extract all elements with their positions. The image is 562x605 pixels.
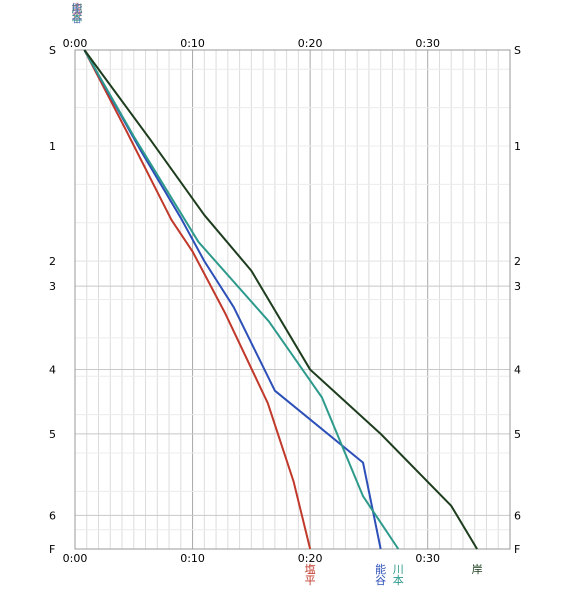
station-label-right: F	[514, 543, 520, 556]
station-label-left: 5	[49, 428, 56, 441]
series-label-char: 塩	[305, 562, 316, 576]
series-line	[83, 49, 400, 550]
series-label-char: 岸	[472, 563, 483, 576]
station-label-left: F	[49, 543, 55, 556]
plot-frame	[74, 49, 511, 550]
series-layer	[83, 49, 478, 550]
station-label-right: 5	[514, 428, 521, 441]
station-label-left: 4	[49, 364, 56, 377]
station-label-right: 1	[514, 140, 521, 153]
top-label-char: 能	[72, 1, 83, 15]
top-label-char: 谷	[72, 12, 83, 25]
series-line	[83, 49, 478, 550]
x-tick-label-top: 0:20	[298, 37, 323, 50]
top-label-char: 塩	[72, 1, 83, 15]
series-line	[83, 49, 312, 550]
station-label-right: 2	[514, 255, 521, 268]
station-label-right: 3	[514, 280, 521, 293]
series-label-char: 川	[393, 563, 404, 576]
station-label-left: 6	[49, 509, 56, 522]
top-label-char: 本	[72, 11, 83, 25]
series-label-char: 平	[305, 574, 316, 587]
top-label-char: 川	[72, 2, 83, 15]
x-tick-label-bottom: 0:10	[180, 552, 205, 565]
station-label-right: 6	[514, 509, 521, 522]
station-label-left: 3	[49, 280, 56, 293]
x-tick-label-top: 0:10	[180, 37, 205, 50]
x-tick-label-bottom: 0:00	[63, 552, 88, 565]
station-label-left: S	[49, 44, 56, 57]
station-label-left: 1	[49, 140, 56, 153]
series-label-char: 谷	[375, 574, 386, 587]
station-label-right: S	[514, 44, 521, 57]
series-label-char: 能	[375, 562, 386, 576]
x-tick-label-bottom: 0:20	[298, 552, 323, 565]
series-label-char: 本	[393, 573, 404, 587]
top-label-char: 平	[72, 12, 83, 25]
x-tick-label-bottom: 0:30	[415, 552, 440, 565]
x-tick-label-top: 0:00	[63, 37, 88, 50]
station-label-left: 2	[49, 255, 56, 268]
axis-layer: 0:00 0:00 0:10 0:10 0:20 0:20 0:30 0:30 S S 1 1 2 2 3 3…	[49, 37, 521, 565]
station-label-right: 4	[514, 364, 521, 377]
x-tick-label-top: 0:30	[415, 37, 440, 50]
series-line	[83, 49, 382, 550]
